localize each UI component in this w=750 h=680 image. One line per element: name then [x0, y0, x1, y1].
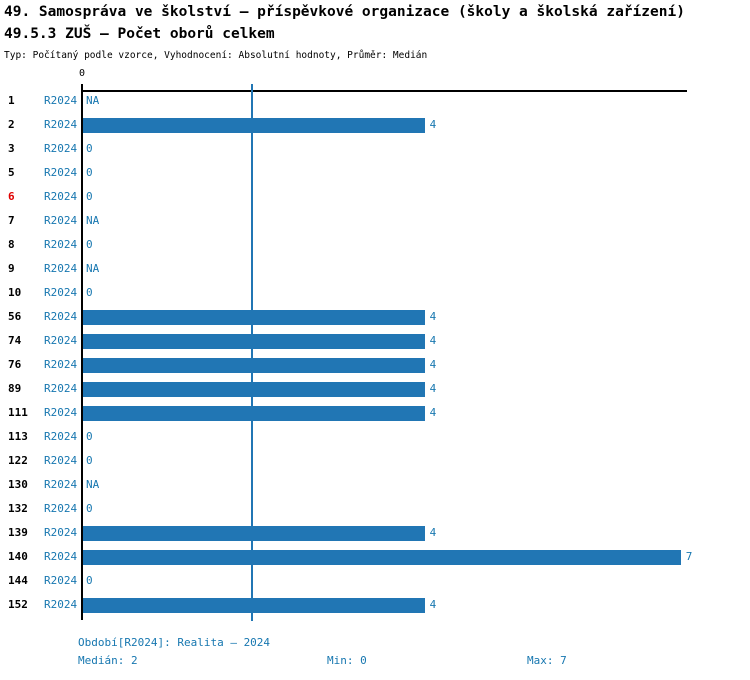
- row-id-label: 152: [8, 598, 28, 611]
- row-value-label: 0: [86, 502, 93, 515]
- bar: [83, 549, 681, 565]
- bar: [83, 309, 425, 325]
- row-id-label: 89: [8, 382, 22, 395]
- row-value-label: 0: [86, 142, 93, 155]
- row-period-label: R2024: [44, 598, 78, 611]
- footer-median-label: Medián: 2: [78, 654, 138, 667]
- row-value-label: 0: [86, 430, 93, 443]
- row-id-label: 6: [8, 190, 15, 203]
- row-id-label: 74: [8, 334, 22, 347]
- bar: [83, 357, 425, 373]
- row-period-label: R2024: [44, 574, 78, 587]
- row-value-label: NA: [86, 478, 100, 491]
- bar: [83, 333, 425, 349]
- row-period-label: R2024: [44, 262, 78, 275]
- row-period-label: R2024: [44, 166, 78, 179]
- row-period-label: R2024: [44, 118, 78, 131]
- row-value-label: 0: [86, 166, 93, 179]
- row-value-label: 4: [429, 310, 437, 323]
- row-id-label: 56: [8, 310, 22, 323]
- chart-title-line1: 49. Samospráva ve školství – příspěvkové…: [4, 4, 685, 20]
- row-period-label: R2024: [44, 502, 78, 515]
- row-id-label: 111: [8, 406, 28, 419]
- row-id-label: 122: [8, 454, 28, 467]
- row-period-label: R2024: [44, 454, 78, 467]
- row-period-label: R2024: [44, 382, 78, 395]
- row-value-label: 4: [429, 598, 437, 611]
- row-period-label: R2024: [44, 94, 78, 107]
- row-id-label: 130: [8, 478, 28, 491]
- row-id-label: 2: [8, 118, 15, 131]
- row-id-label: 7: [8, 214, 15, 227]
- zero-baseline-line: [80, 84, 83, 620]
- bar: [83, 525, 425, 541]
- chart-title-line2: 49.5.3 ZUŠ – Počet oborů celkem: [4, 26, 275, 42]
- row-period-label: R2024: [44, 526, 78, 539]
- row-value-label: 0: [86, 190, 93, 203]
- row-id-label: 8: [8, 238, 15, 251]
- row-value-label: 4: [429, 334, 437, 347]
- row-value-label: 4: [429, 382, 437, 395]
- row-value-label: 7: [685, 550, 693, 563]
- row-value-label: NA: [86, 94, 100, 107]
- row-period-label: R2024: [44, 310, 78, 323]
- row-value-label: 0: [86, 238, 93, 251]
- row-id-label: 9: [8, 262, 15, 275]
- bar: [83, 405, 425, 421]
- row-id-label: 139: [8, 526, 28, 539]
- row-value-label: 0: [86, 454, 93, 467]
- row-period-label: R2024: [44, 190, 78, 203]
- row-value-label: NA: [86, 262, 100, 275]
- row-period-label: R2024: [44, 238, 78, 251]
- row-period-label: R2024: [44, 550, 78, 563]
- row-period-label: R2024: [44, 478, 78, 491]
- chart-subtitle: Typ: Počítaný podle vzorce, Vyhodnocení:…: [4, 50, 428, 61]
- row-id-label: 3: [8, 142, 15, 155]
- footer-max-label: Max: 7: [527, 654, 567, 667]
- row-id-label: 113: [8, 430, 28, 443]
- row-value-label: 4: [429, 526, 437, 539]
- row-value-label: 0: [86, 574, 93, 587]
- x-axis-zero-tick-label: 0: [78, 68, 86, 79]
- row-id-label: 140: [8, 550, 28, 563]
- row-period-label: R2024: [44, 142, 78, 155]
- row-period-label: R2024: [44, 214, 78, 227]
- row-period-label: R2024: [44, 430, 78, 443]
- footer-period-label: Období[R2024]: Realita – 2024: [78, 636, 271, 649]
- row-value-label: 0: [86, 286, 93, 299]
- row-value-label: NA: [86, 214, 100, 227]
- row-period-label: R2024: [44, 406, 78, 419]
- row-id-label: 76: [8, 358, 22, 371]
- row-period-label: R2024: [44, 286, 78, 299]
- row-id-label: 5: [8, 166, 15, 179]
- row-period-label: R2024: [44, 358, 78, 371]
- row-id-label: 144: [8, 574, 28, 587]
- row-value-label: 4: [429, 406, 437, 419]
- row-value-label: 4: [429, 358, 437, 371]
- row-id-label: 1: [8, 94, 15, 107]
- row-id-label: 132: [8, 502, 28, 515]
- row-id-label: 10: [8, 286, 22, 299]
- footer-min-label: Min: 0: [327, 654, 367, 667]
- bar: [83, 117, 425, 133]
- row-value-label: 4: [429, 118, 437, 131]
- bar: [83, 597, 425, 613]
- x-axis-line: [81, 90, 687, 92]
- row-period-label: R2024: [44, 334, 78, 347]
- bar: [83, 381, 425, 397]
- median-gridline: [251, 84, 253, 621]
